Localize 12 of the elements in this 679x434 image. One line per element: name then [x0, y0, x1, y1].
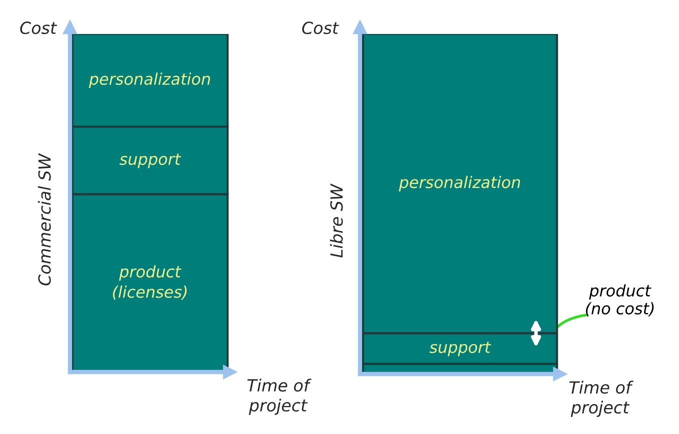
series-label: personalization: [88, 72, 210, 88]
series-label: support: [430, 342, 492, 356]
series-label: support: [120, 154, 182, 168]
y-axis-title: Cost: [20, 22, 58, 34]
x-axis-title: Time of project: [247, 378, 312, 415]
text: Libre SW: [330, 184, 343, 258]
x-axis-title: Time of project: [569, 380, 634, 417]
y-axis-title: Cost: [302, 22, 340, 34]
series-label: personalization: [398, 176, 520, 192]
text: Commercial SW: [38, 153, 51, 286]
series-label: product (licenses): [112, 265, 187, 300]
text: product (no cost): [586, 284, 654, 316]
